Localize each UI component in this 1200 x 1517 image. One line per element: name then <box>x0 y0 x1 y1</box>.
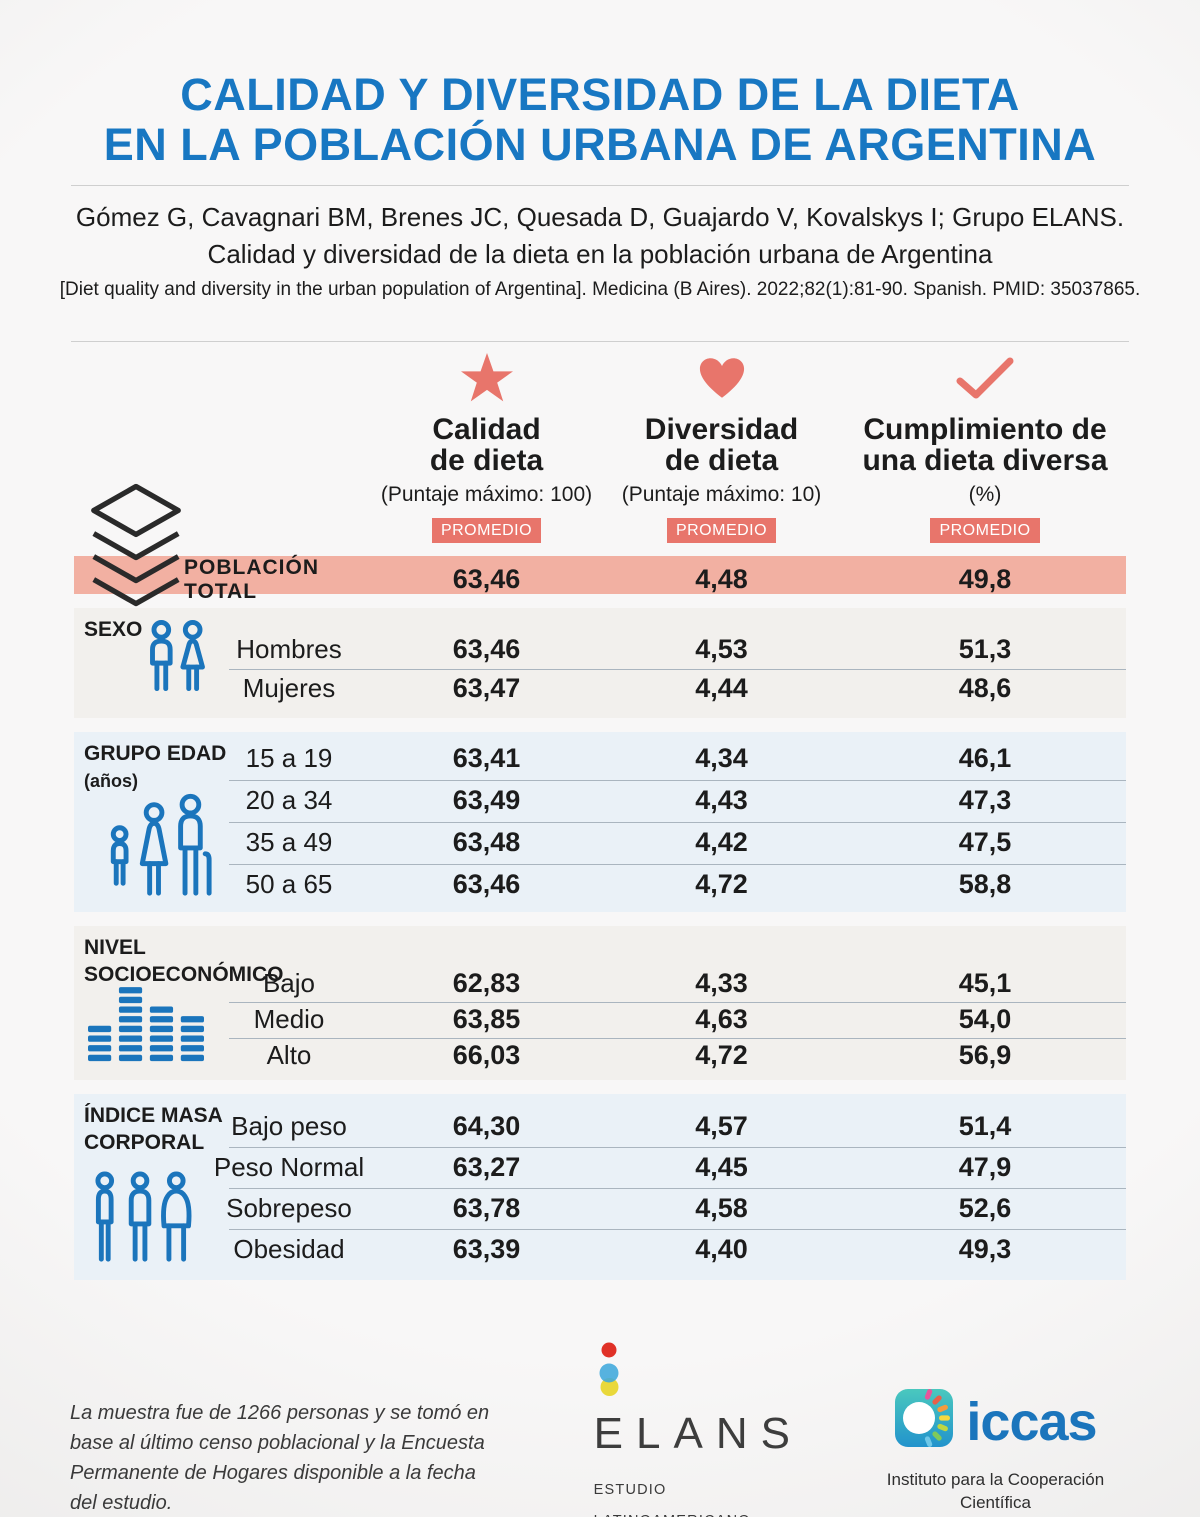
table-row: Mujeres 63,47 4,44 48,6 <box>74 668 1126 708</box>
table-row: Obesidad 63,39 4,40 49,3 <box>74 1228 1126 1270</box>
table-row: Peso Normal 63,27 4,45 47,9 <box>74 1146 1126 1188</box>
elans-subtitle-line1: ESTUDIO LATINOAMERICANO <box>593 1481 750 1517</box>
table-row: Alto 66,03 4,72 56,9 <box>74 1037 1126 1074</box>
male-female-icon <box>144 619 210 723</box>
iccas-wordmark: iccas <box>966 1392 1097 1453</box>
total-diversidad-value: 4,48 <box>695 564 748 595</box>
column-title: Calidad <box>432 412 541 446</box>
iccas-logo: iccas Instituto para la Cooperación Cien… <box>861 1388 1130 1517</box>
promedio-badge: PROMEDIO <box>666 517 777 543</box>
promedio-badge: PROMEDIO <box>930 517 1040 543</box>
heart-icon <box>599 352 844 404</box>
section-indice-masa-corporal: ÍNDICE MASA CORPORAL <box>74 1093 1126 1280</box>
body-mass-icon <box>88 1171 194 1272</box>
section-imc-label: ÍNDICE MASA CORPORAL <box>84 1103 223 1155</box>
citation-authors: Gómez G, Cavagnari BM, Brenes JC, Quesad… <box>75 201 1125 232</box>
section-sexo-label: SEXO <box>84 617 143 641</box>
bars-icon <box>88 975 204 1070</box>
table-row: 15 a 19 63,41 4,34 46,1 <box>245 743 1012 774</box>
table-row: Hombres 63,46 4,53 51,3 <box>236 633 1012 664</box>
elans-logo: ELANS ESTUDIO LATINOAMERICANO DE NUTRICI… <box>594 1342 803 1517</box>
table-row: Medio 63,85 4,63 54,0 <box>74 1001 1126 1038</box>
divider <box>71 184 1129 186</box>
section-nivel-socioeconomico: NIVEL SOCIOECONÓMICO Bajo 62,83 4 <box>74 925 1126 1080</box>
page-title: CALIDAD Y DIVERSIDAD DE LA DIETA EN LA P… <box>0 0 1200 171</box>
column-subtitle: (Puntaje máximo: 100) <box>380 482 593 506</box>
table-row: Bajo 62,83 4,33 45,1 <box>262 968 1012 999</box>
citation-title: Calidad y diversidad de la dieta en la p… <box>207 238 993 269</box>
data-table: Calidad de dieta (Puntaje máximo: 100) P… <box>74 352 1126 1280</box>
divider <box>71 340 1129 342</box>
column-subtitle: (%) <box>968 482 1002 506</box>
layers-icon <box>88 482 184 610</box>
check-icon <box>844 352 1126 404</box>
family-icon <box>102 785 214 906</box>
column-header-diversidad: Diversidad de dieta (Puntaje máximo: 10)… <box>599 352 844 543</box>
citation-reference: [Diet quality and diversity in the urban… <box>59 278 1141 300</box>
total-row-label: POBLACIÓN TOTAL <box>184 555 319 603</box>
total-calidad-value: 63,46 <box>452 564 521 595</box>
iccas-subtitle-line2: en Ambiente y Salud <box>918 1516 1074 1517</box>
footer: La muestra fue de 1266 personas y se tom… <box>70 1342 1130 1517</box>
column-title: Diversidad <box>644 412 799 446</box>
table-row: Sobrepeso 63,78 4,58 52,6 <box>74 1187 1126 1229</box>
star-icon <box>374 352 599 404</box>
section-nivel-label: NIVEL SOCIOECONÓMICO <box>84 935 284 987</box>
section-sexo: SEXO Hombres 63,46 4,5 <box>74 607 1126 718</box>
section-grupo-edad-label: GRUPO EDAD (años) <box>84 741 227 792</box>
table-row: Bajo peso 64,30 4,57 51,4 <box>231 1110 1012 1141</box>
table-row: 35 a 49 63,48 4,42 47,5 <box>74 821 1126 864</box>
sample-note: La muestra fue de 1266 personas y se tom… <box>70 1401 490 1514</box>
elans-dots-icon <box>596 1342 803 1407</box>
row-poblacion-total: POBLACIÓN TOTAL 63,46 4,48 49,8 <box>74 483 1126 607</box>
column-subtitle: (Puntaje máximo: 10) <box>621 482 822 506</box>
column-title: Cumplimiento de <box>863 412 1107 446</box>
table-header: Calidad de dieta (Puntaje máximo: 100) P… <box>74 352 1126 543</box>
table-row: 20 a 34 63,49 4,43 47,3 <box>74 779 1126 822</box>
page-title-line2: EN LA POBLACIÓN URBANA DE ARGENTINA <box>103 119 1097 171</box>
iccas-subtitle-line1: Instituto para la Cooperación Científica <box>886 1469 1105 1512</box>
section-grupo-edad: GRUPO EDAD (años) <box>74 731 1126 912</box>
column-header-cumplimiento: Cumplimiento de una dieta diversa (%) PR… <box>844 352 1126 543</box>
page-title-line1: CALIDAD Y DIVERSIDAD DE LA DIETA <box>180 69 1020 120</box>
total-cumplimiento-value: 49,8 <box>958 564 1012 595</box>
promedio-badge: PROMEDIO <box>431 517 542 543</box>
iccas-icon <box>894 1388 958 1457</box>
elans-wordmark: ELANS <box>593 1408 803 1458</box>
table-row: 50 a 65 63,46 4,72 58,8 <box>74 863 1126 906</box>
column-header-calidad: Calidad de dieta (Puntaje máximo: 100) P… <box>374 352 599 543</box>
